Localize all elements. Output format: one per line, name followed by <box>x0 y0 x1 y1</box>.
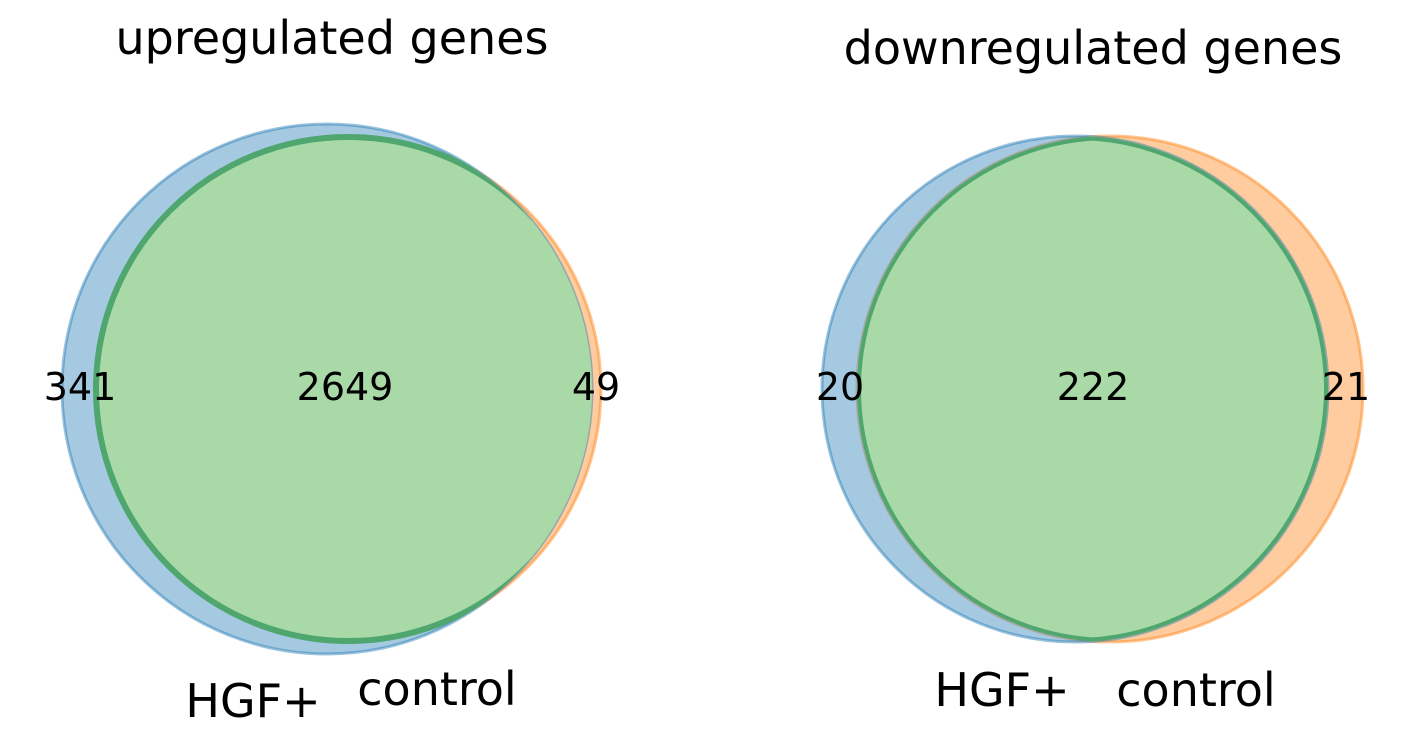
count-overlap: 2649 <box>297 365 394 409</box>
diagram-title: downregulated genes <box>844 21 1343 75</box>
count-overlap: 222 <box>1057 365 1130 409</box>
diagram-title: upregulated genes <box>116 11 549 65</box>
venn-diagram-downregulated: downregulated genes 20 222 21 HGF+ contr… <box>816 21 1370 717</box>
count-only-a: 341 <box>44 365 117 409</box>
overlap-region-fill <box>98 139 592 639</box>
set-label-b: control <box>357 662 516 716</box>
overlap-region-fill <box>857 136 1328 642</box>
set-label-a: HGF+ <box>934 663 1069 717</box>
venn-diagram-upregulated: upregulated genes 341 2649 49 HGF+ contr… <box>44 11 620 728</box>
count-only-a: 20 <box>816 365 864 409</box>
count-only-b: 21 <box>1322 365 1370 409</box>
count-only-b: 49 <box>572 365 620 409</box>
set-label-a: HGF+ <box>185 674 320 728</box>
overlap-region-edge <box>95 136 592 642</box>
set-label-b: control <box>1116 663 1275 717</box>
